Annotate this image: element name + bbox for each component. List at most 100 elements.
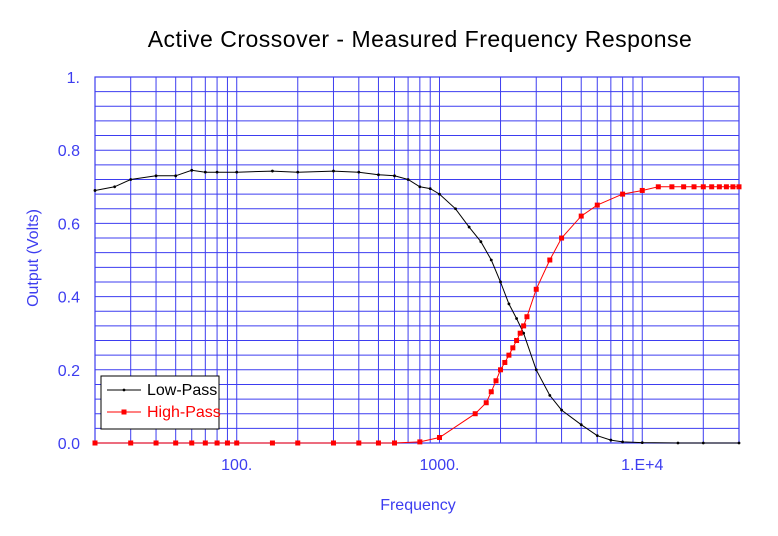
data-point-high-pass <box>173 440 179 446</box>
data-point-high-pass <box>514 338 520 344</box>
data-point-high-pass <box>214 440 220 446</box>
data-point-low-pass <box>737 441 741 445</box>
y-tick-label: 0.4 <box>58 290 80 307</box>
data-point-high-pass <box>559 235 565 241</box>
data-point-low-pass <box>174 174 178 178</box>
data-point-high-pass <box>691 184 697 190</box>
data-point-high-pass <box>594 202 600 208</box>
legend-box <box>100 375 220 430</box>
data-point-low-pass <box>113 185 117 189</box>
data-point-high-pass <box>488 389 494 395</box>
y-tick-label: 1. <box>67 70 80 87</box>
data-point-high-pass <box>547 257 553 263</box>
y-tick-label: 0.6 <box>58 216 80 233</box>
data-point-low-pass <box>203 170 207 174</box>
data-point-low-pass <box>499 280 502 284</box>
y-tick-label: 0.8 <box>58 143 80 160</box>
data-point-high-pass <box>436 435 442 441</box>
data-point-low-pass <box>215 170 219 174</box>
data-point-high-pass <box>723 184 729 190</box>
data-point-low-pass <box>271 169 274 173</box>
legend-label-high-pass: High-Pass <box>147 404 221 421</box>
series-line-high-pass <box>95 186 739 444</box>
legend-label-low-pass: Low-Pass <box>147 382 217 399</box>
data-point-low-pass <box>393 174 396 178</box>
data-point-high-pass <box>510 345 516 351</box>
data-point-low-pass <box>418 185 422 189</box>
data-point-high-pass <box>202 440 208 446</box>
data-point-low-pass <box>129 178 133 181</box>
data-point-low-pass <box>515 317 518 320</box>
data-point-high-pass <box>620 191 626 197</box>
legend-marker-high-pass <box>121 409 127 415</box>
data-point-high-pass <box>269 440 275 446</box>
data-point-low-pass <box>406 178 410 181</box>
data-point-low-pass <box>190 168 194 172</box>
data-point-high-pass <box>700 184 706 190</box>
data-point-high-pass <box>578 213 584 219</box>
data-point-high-pass <box>736 184 742 190</box>
data-point-high-pass <box>709 184 715 190</box>
data-point-high-pass <box>128 440 134 446</box>
chart-title: Active Crossover - Measured Frequency Re… <box>148 26 693 52</box>
data-point-high-pass <box>224 440 230 446</box>
data-point-high-pass <box>356 440 362 446</box>
y-axis-label: Output (Volts) <box>25 209 42 307</box>
data-point-low-pass <box>595 434 599 438</box>
data-point-high-pass <box>472 411 478 417</box>
data-point-low-pass <box>154 174 158 178</box>
data-point-low-pass <box>438 192 441 196</box>
data-point-low-pass <box>507 302 511 306</box>
data-point-high-pass <box>417 439 423 445</box>
data-point-low-pass <box>332 169 335 173</box>
legend-marker-low-pass <box>122 388 126 392</box>
x-tick-label: 1.E+4 <box>621 457 663 474</box>
data-point-low-pass <box>676 441 680 445</box>
data-point-low-pass <box>522 331 526 335</box>
legend: Low-Pass High-Pass <box>100 375 221 430</box>
plot-frame <box>94 76 740 444</box>
data-point-high-pass <box>716 184 722 190</box>
data-point-high-pass <box>392 440 398 446</box>
data-point-high-pass <box>92 440 98 446</box>
data-point-low-pass <box>467 225 471 229</box>
data-point-high-pass <box>639 187 645 193</box>
data-point-high-pass <box>295 440 301 446</box>
y-axis: 0.0 0.2 0.4 0.6 0.8 1. <box>58 70 80 453</box>
data-point-low-pass <box>621 440 625 444</box>
data-point-low-pass <box>377 173 380 177</box>
data-point-high-pass <box>483 400 489 406</box>
data-point-low-pass <box>560 408 563 412</box>
data-point-low-pass <box>640 441 644 445</box>
data-point-low-pass <box>609 438 613 442</box>
data-point-low-pass <box>454 207 457 211</box>
data-point-high-pass <box>506 352 512 358</box>
data-point-high-pass <box>521 323 527 329</box>
data-point-high-pass <box>375 440 381 446</box>
data-point-high-pass <box>189 440 195 446</box>
x-axis: 100. 1000. 1.E+4 <box>221 457 663 474</box>
data-point-low-pass <box>428 187 432 191</box>
x-axis-label: Frequency <box>380 497 456 514</box>
data-point-low-pass <box>489 258 493 262</box>
data-point-low-pass <box>296 170 300 174</box>
y-tick-label: 0.2 <box>58 363 80 380</box>
data-point-high-pass <box>730 184 736 190</box>
data-point-high-pass <box>517 330 523 336</box>
data-point-high-pass <box>681 184 687 190</box>
data-point-low-pass <box>534 368 538 372</box>
data-point-high-pass <box>493 378 499 384</box>
x-tick-label: 1000. <box>419 457 459 474</box>
series-layer <box>92 168 742 446</box>
data-point-low-pass <box>93 189 97 192</box>
data-point-high-pass <box>669 184 675 190</box>
data-point-high-pass <box>502 359 508 365</box>
grid <box>94 76 740 444</box>
data-point-low-pass <box>235 170 239 174</box>
data-point-high-pass <box>655 184 661 190</box>
data-point-low-pass <box>579 423 583 427</box>
data-point-high-pass <box>533 286 539 292</box>
data-point-low-pass <box>479 240 483 244</box>
data-point-high-pass <box>498 367 504 373</box>
